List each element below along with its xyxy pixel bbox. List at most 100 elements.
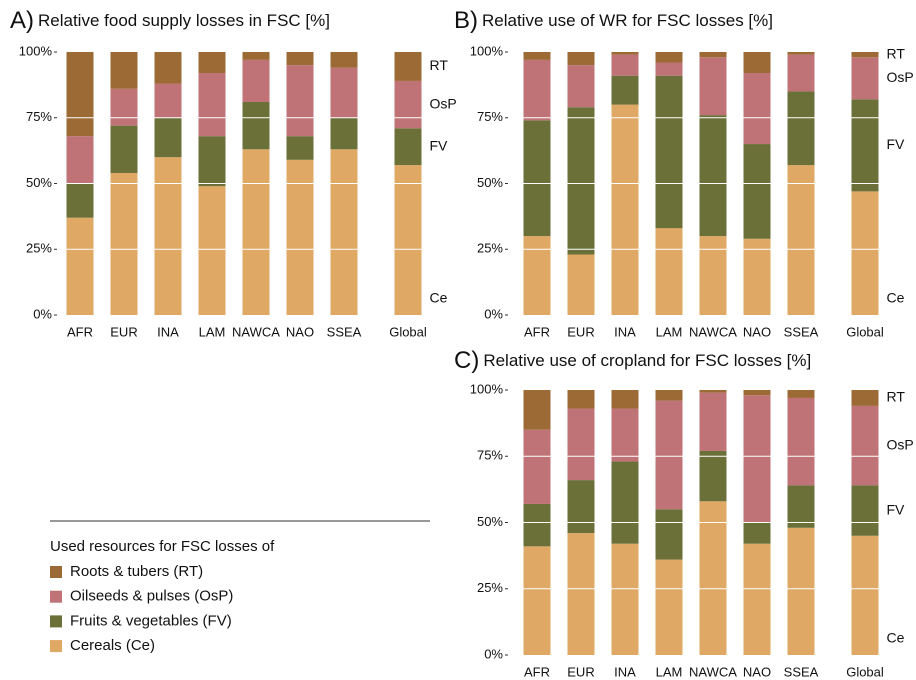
bar-segment (787, 390, 815, 398)
x-tick-label: AFR (524, 664, 550, 679)
series-label: FV (887, 501, 906, 517)
bar-segment (242, 52, 270, 60)
bar-segment (743, 238, 771, 315)
bar-segment (567, 390, 595, 409)
bar-segment (611, 75, 639, 105)
bar-segment (567, 480, 595, 534)
legend-label: Fruits & vegetables (FV) (70, 612, 232, 629)
title-text: Relative use of WR for FSC losses [%] (482, 11, 773, 30)
x-tick-label: SSEA (784, 324, 819, 339)
series-label: Ce (887, 290, 905, 306)
x-tick-label: Global (389, 324, 427, 339)
bar-segment (787, 91, 815, 166)
series-label: Ce (430, 290, 448, 306)
series-label: RT (430, 57, 449, 73)
bar-segment (567, 107, 595, 255)
bar-segment (394, 52, 422, 81)
bar-segment (611, 54, 639, 76)
bar-segment (611, 408, 639, 462)
bar-segment (523, 236, 551, 315)
bar-segment (787, 54, 815, 92)
title-text: Relative food supply losses in FSC [%] (38, 11, 330, 30)
bar-segment (394, 128, 422, 166)
bar-segment (523, 52, 551, 60)
bar-segment (851, 405, 879, 486)
bar-segment (851, 99, 879, 192)
bar-segment (743, 52, 771, 74)
panel-letter: A) (10, 7, 34, 34)
series-label: OsP (887, 436, 914, 452)
bar-segment (851, 535, 879, 655)
bar-segment (851, 485, 879, 536)
bar-segment (699, 52, 727, 58)
legend-label: Roots & tubers (RT) (70, 563, 203, 580)
x-tick-label: Global (846, 664, 884, 679)
x-tick-label: NAWCA (232, 324, 280, 339)
bar-segment (787, 485, 815, 528)
bar-segment (655, 509, 683, 560)
bar-segment (655, 400, 683, 510)
bar-segment (743, 522, 771, 544)
bar-segment (330, 117, 358, 150)
bar-segment (611, 390, 639, 409)
x-tick-label: NAWCA (689, 324, 737, 339)
bar-segment (394, 80, 422, 129)
bar-segment (523, 120, 551, 237)
bar-segment (394, 165, 422, 315)
legend-swatch (50, 566, 62, 578)
bar-segment (567, 52, 595, 66)
chart-title: B) Relative use of WR for FSC losses [%] (454, 7, 773, 34)
x-tick-label: LAM (656, 324, 683, 339)
bar-segment (66, 183, 94, 218)
y-tick-label: 0% (484, 646, 503, 661)
bar-segment (198, 52, 226, 74)
legend-swatch (50, 590, 62, 603)
bar-segment (743, 543, 771, 655)
panel-letter: C) (454, 347, 479, 374)
series-label: RT (887, 45, 906, 61)
bar-segment (567, 533, 595, 655)
x-tick-label: NAWCA (689, 664, 737, 679)
x-tick-label: INA (614, 324, 636, 339)
bar-segment (699, 390, 727, 393)
bar-segment (567, 65, 595, 108)
y-tick-label: 100% (19, 43, 53, 58)
y-tick-label: 50% (477, 175, 503, 190)
bar-segment (743, 73, 771, 145)
bar-segment (787, 52, 815, 55)
bar-segment (66, 52, 94, 137)
bar-segment (611, 461, 639, 544)
bar-segment (110, 125, 138, 173)
bar-segment (154, 83, 182, 118)
legend-title: Used resources for FSC losses of (50, 538, 275, 555)
bar-segment (851, 191, 879, 315)
x-tick-label: SSEA (784, 664, 819, 679)
x-tick-label: INA (614, 664, 636, 679)
x-tick-label: NAO (743, 664, 771, 679)
bar-segment (198, 73, 226, 137)
bar-segment (699, 392, 727, 451)
x-tick-label: AFR (67, 324, 93, 339)
bar-segment (198, 136, 226, 187)
x-tick-label: EUR (567, 324, 594, 339)
bar-segment (655, 559, 683, 655)
bar-segment (66, 136, 94, 184)
bar-segment (286, 159, 314, 315)
bar-segment (699, 501, 727, 655)
bar-segment (154, 157, 182, 315)
bar-segment (699, 236, 727, 315)
bar-segment (743, 144, 771, 239)
y-tick-label: 75% (477, 448, 503, 463)
x-tick-label: NAO (286, 324, 314, 339)
bar-segment (154, 117, 182, 158)
y-tick-label: 0% (33, 306, 52, 321)
bar-segment (655, 390, 683, 401)
bar-segment (743, 395, 771, 523)
series-label: Ce (887, 630, 905, 646)
bar-segment (655, 75, 683, 229)
y-tick-label: 0% (484, 306, 503, 321)
chart-title: C) Relative use of cropland for FSC losse… (454, 347, 811, 374)
bar-segment (330, 52, 358, 68)
x-tick-label: EUR (567, 664, 594, 679)
